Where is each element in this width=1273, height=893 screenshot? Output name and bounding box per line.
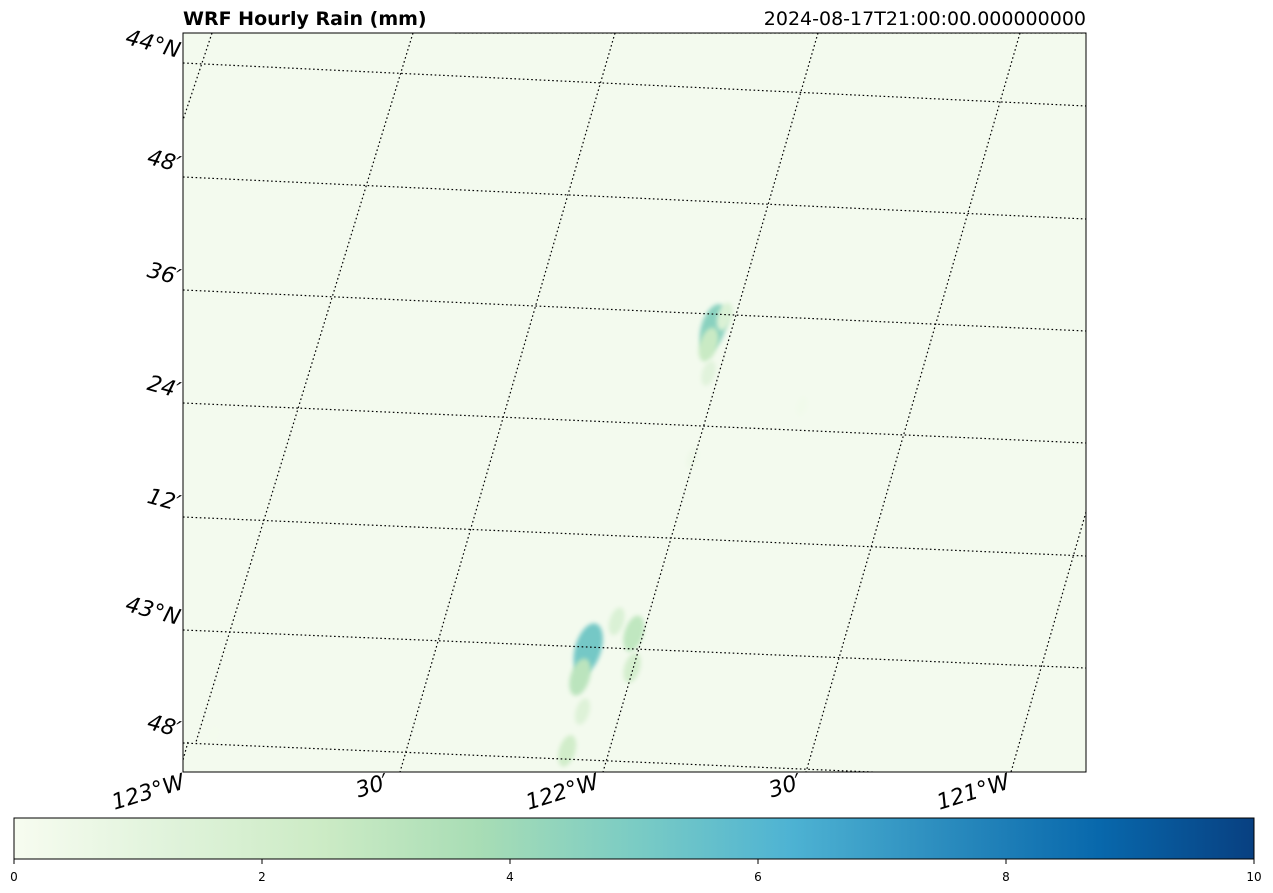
lat-labels: 44°N 48′ 36′ 24′ 12′ 43°N 48′ xyxy=(123,25,183,743)
lat-label-0: 44°N xyxy=(123,25,183,64)
precip-cell-7 xyxy=(569,658,591,696)
colorbar-tick-label-0: 0 xyxy=(10,870,18,884)
chart-title: WRF Hourly Rain (mm) xyxy=(183,8,427,30)
chart-timestamp: 2024-08-17T21:00:00.000000000 xyxy=(764,8,1086,30)
precip-layer xyxy=(208,302,808,767)
meridian-121w xyxy=(1010,511,1086,772)
lat-label-2: 36′ xyxy=(145,258,183,291)
colorbar-tick-label-5: 10 xyxy=(1246,870,1261,884)
precip-cell-3 xyxy=(701,360,716,386)
precip-cell-8 xyxy=(608,607,625,636)
lon-label-4: 121°W xyxy=(934,769,1014,815)
lat-label-4: 12′ xyxy=(145,484,183,517)
precip-cell-15 xyxy=(208,724,220,744)
colorbar xyxy=(13,817,1255,860)
parallel-43n xyxy=(183,629,1086,669)
colorbar-tick-label-4: 8 xyxy=(1002,870,1010,884)
colorbar-tick-label-3: 6 xyxy=(754,870,762,884)
map-frame xyxy=(182,32,1087,773)
precip-cell-9 xyxy=(623,615,645,652)
parallel-43-12n xyxy=(183,516,1086,557)
precip-cell-5 xyxy=(796,396,808,416)
precip-cell-10 xyxy=(623,652,641,683)
lon-label-0: 123°W xyxy=(109,769,189,815)
lon-label-1: 30′ xyxy=(353,770,392,804)
precip-cell-1 xyxy=(698,327,719,362)
lat-label-5: 43°N xyxy=(123,592,183,631)
colorbar-tick-label-1: 2 xyxy=(258,870,266,884)
meridian-123w xyxy=(195,33,414,743)
lat-label-6: 48′ xyxy=(145,710,183,743)
parallel-43-48n xyxy=(183,176,1086,220)
meridian-123w-upper xyxy=(183,33,213,121)
precip-cell-2 xyxy=(716,302,733,331)
precip-cell-11 xyxy=(574,698,591,725)
lat-label-1: 48′ xyxy=(145,145,183,178)
colorbar-ticks: 0 2 4 6 8 10 xyxy=(10,859,1262,884)
meridian-edge xyxy=(183,741,189,761)
parallel-44n xyxy=(183,62,1086,107)
colorbar-tick-label-2: 4 xyxy=(506,870,514,884)
lon-label-2: 122°W xyxy=(523,769,603,815)
parallel-43-36n xyxy=(183,289,1086,332)
precip-cell-12 xyxy=(558,735,577,767)
graticule xyxy=(183,33,1086,772)
lon-label-3: 30′ xyxy=(766,770,805,804)
lon-labels: 123°W 30′ 122°W 30′ 121°W xyxy=(109,769,1014,815)
parallel-43-24n xyxy=(183,402,1086,444)
lat-label-3: 24′ xyxy=(145,371,183,404)
